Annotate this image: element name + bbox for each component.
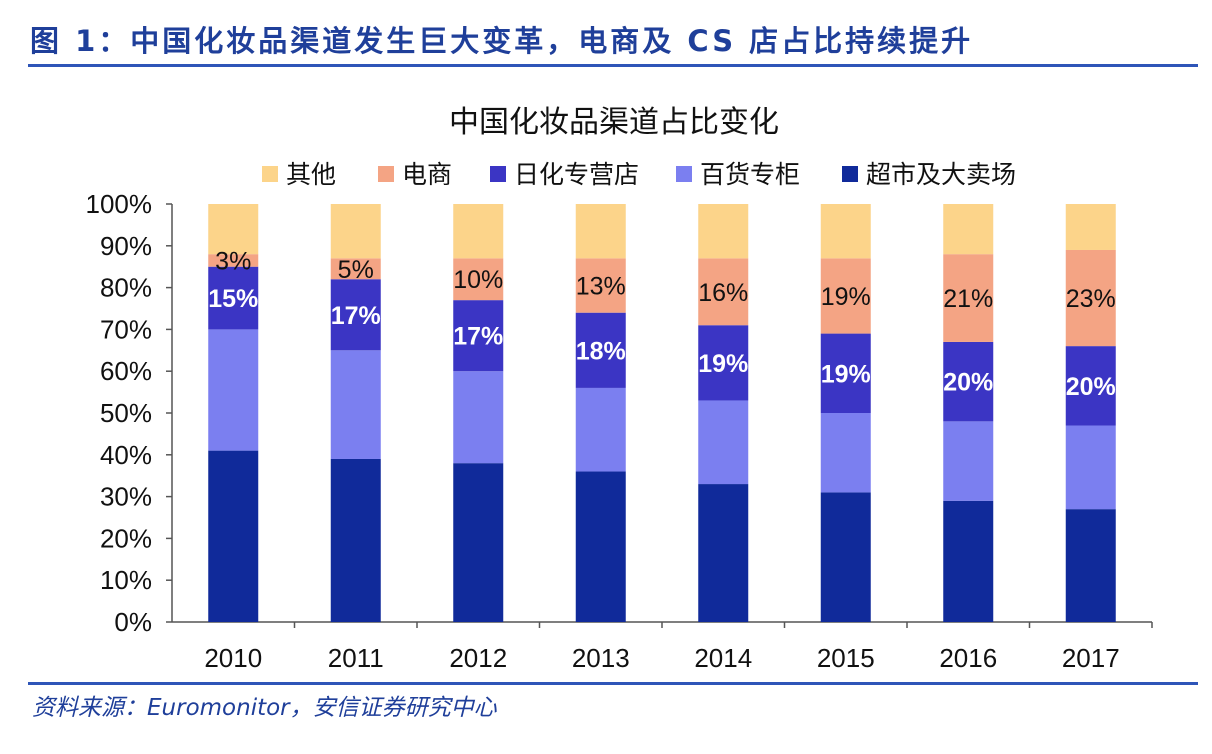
chart-legend: 其他 电商 日化专营店 百货专柜 超市及大卖场: [262, 161, 1016, 189]
bar-segment: [698, 204, 749, 259]
data-label: 18%: [576, 337, 626, 365]
bar-segment: [575, 204, 626, 259]
bar-segment: [330, 258, 381, 280]
y-tick-label: 80%: [100, 273, 152, 303]
bar-segment: [208, 266, 259, 330]
data-labels: 15% 3% 17% 5% 17% 10% 18% 13% 19% 16% 19% 19% 20% 21%…: [208, 247, 1116, 400]
data-label: 21%: [943, 285, 993, 313]
y-tick-label: 100%: [86, 189, 153, 219]
bar-segment: [575, 312, 626, 388]
bar-segment: [330, 458, 381, 622]
y-tick-label: 20%: [100, 523, 152, 553]
bar-segment: [1065, 509, 1116, 622]
legend-swatch: [262, 166, 278, 182]
legend-swatch: [378, 166, 394, 182]
data-label: 19%: [821, 283, 871, 311]
y-tick-label: 70%: [100, 314, 152, 344]
x-tick-label: 2014: [694, 643, 752, 673]
x-axis: 2010 2011 2012 2013 2014 2015 2016 2017: [204, 622, 1153, 673]
bar-segment: [1065, 249, 1116, 347]
data-label: 17%: [453, 323, 503, 351]
bar-segment: [208, 329, 259, 451]
data-label: 13%: [576, 273, 626, 301]
bar-segment: [820, 333, 871, 413]
x-tick-label: 2012: [449, 643, 507, 673]
bar-segment: [820, 492, 871, 622]
figure-title: 图 1：中国化妆品渠道发生巨大变革，电商及 CS 店占比持续提升: [30, 24, 974, 58]
bar-segment: [698, 258, 749, 326]
y-tick-label: 90%: [100, 231, 152, 261]
x-tick-label: 2011: [328, 643, 384, 673]
bottom-divider: [28, 682, 1198, 685]
bar-segment: [1065, 425, 1116, 510]
bar-segment: [698, 400, 749, 485]
x-tick-label: 2010: [204, 643, 262, 673]
data-label: 16%: [698, 279, 748, 307]
bar-segment: [943, 341, 994, 422]
bar-segment: [820, 204, 871, 259]
stacked-bar-chart: 中国化妆品渠道占比变化 其他 电商 日化专营店 百货专柜 超市及大卖场 0% 10% 20%…: [86, 106, 1153, 673]
bar-segment: [208, 204, 259, 255]
data-label: 3%: [215, 247, 251, 275]
bar-segment: [453, 371, 504, 464]
bar-segment: [698, 325, 749, 401]
legend-label: 日化专营店: [514, 161, 639, 189]
data-label: 19%: [821, 360, 871, 388]
legend-label: 电商: [402, 161, 452, 189]
bar-segment: [820, 413, 871, 493]
bar-series: [208, 204, 1116, 622]
data-label: 15%: [208, 285, 258, 313]
data-label: 5%: [338, 256, 374, 284]
y-tick-label: 40%: [100, 440, 152, 470]
bar-segment: [453, 204, 504, 259]
top-divider: [28, 64, 1198, 67]
data-label: 19%: [698, 350, 748, 378]
bar-segment: [943, 421, 994, 501]
legend-label: 超市及大卖场: [866, 161, 1016, 189]
bar-segment: [943, 204, 994, 255]
bar-segment: [208, 450, 259, 622]
data-label: 20%: [1066, 373, 1116, 401]
legend-swatch: [490, 166, 506, 182]
bar-segment: [453, 300, 504, 372]
bar-segment: [1065, 204, 1116, 250]
bar-segment: [330, 279, 381, 351]
bar-segment: [575, 471, 626, 622]
x-tick-label: 2015: [817, 643, 875, 673]
bar-segment: [1065, 346, 1116, 426]
y-tick-label: 30%: [100, 482, 152, 512]
data-label: 17%: [331, 302, 381, 330]
legend-swatch: [842, 166, 858, 182]
bar-segment: [330, 350, 381, 459]
bar-segment: [943, 254, 994, 342]
x-tick-label: 2016: [939, 643, 997, 673]
bar-segment: [943, 500, 994, 622]
y-tick-label: 50%: [100, 398, 152, 428]
bar-segment: [698, 484, 749, 622]
y-tick-label: 10%: [100, 565, 152, 595]
y-axis: 0% 10% 20% 30% 40% 50% 60% 70% 80% 90% 100%: [86, 189, 1152, 637]
chart-title: 中国化妆品渠道占比变化: [449, 106, 779, 139]
bar-segment: [453, 463, 504, 622]
bar-segment: [820, 258, 871, 334]
legend-swatch: [676, 166, 692, 182]
bar-segment: [575, 387, 626, 472]
data-label: 10%: [453, 266, 503, 294]
y-tick-label: 60%: [100, 356, 152, 386]
y-tick-label: 0%: [114, 607, 152, 637]
legend-label: 其他: [286, 161, 336, 189]
legend-label: 百货专柜: [700, 161, 800, 189]
bar-segment: [453, 258, 504, 301]
x-tick-label: 2013: [572, 643, 630, 673]
x-tick-label: 2017: [1062, 643, 1120, 673]
source-note: 资料来源：Euromonitor，安信证券研究中心: [32, 695, 497, 721]
bar-segment: [330, 204, 381, 259]
data-label: 23%: [1066, 285, 1116, 313]
bar-segment: [208, 254, 259, 267]
data-label: 20%: [943, 369, 993, 397]
bar-segment: [575, 258, 626, 313]
